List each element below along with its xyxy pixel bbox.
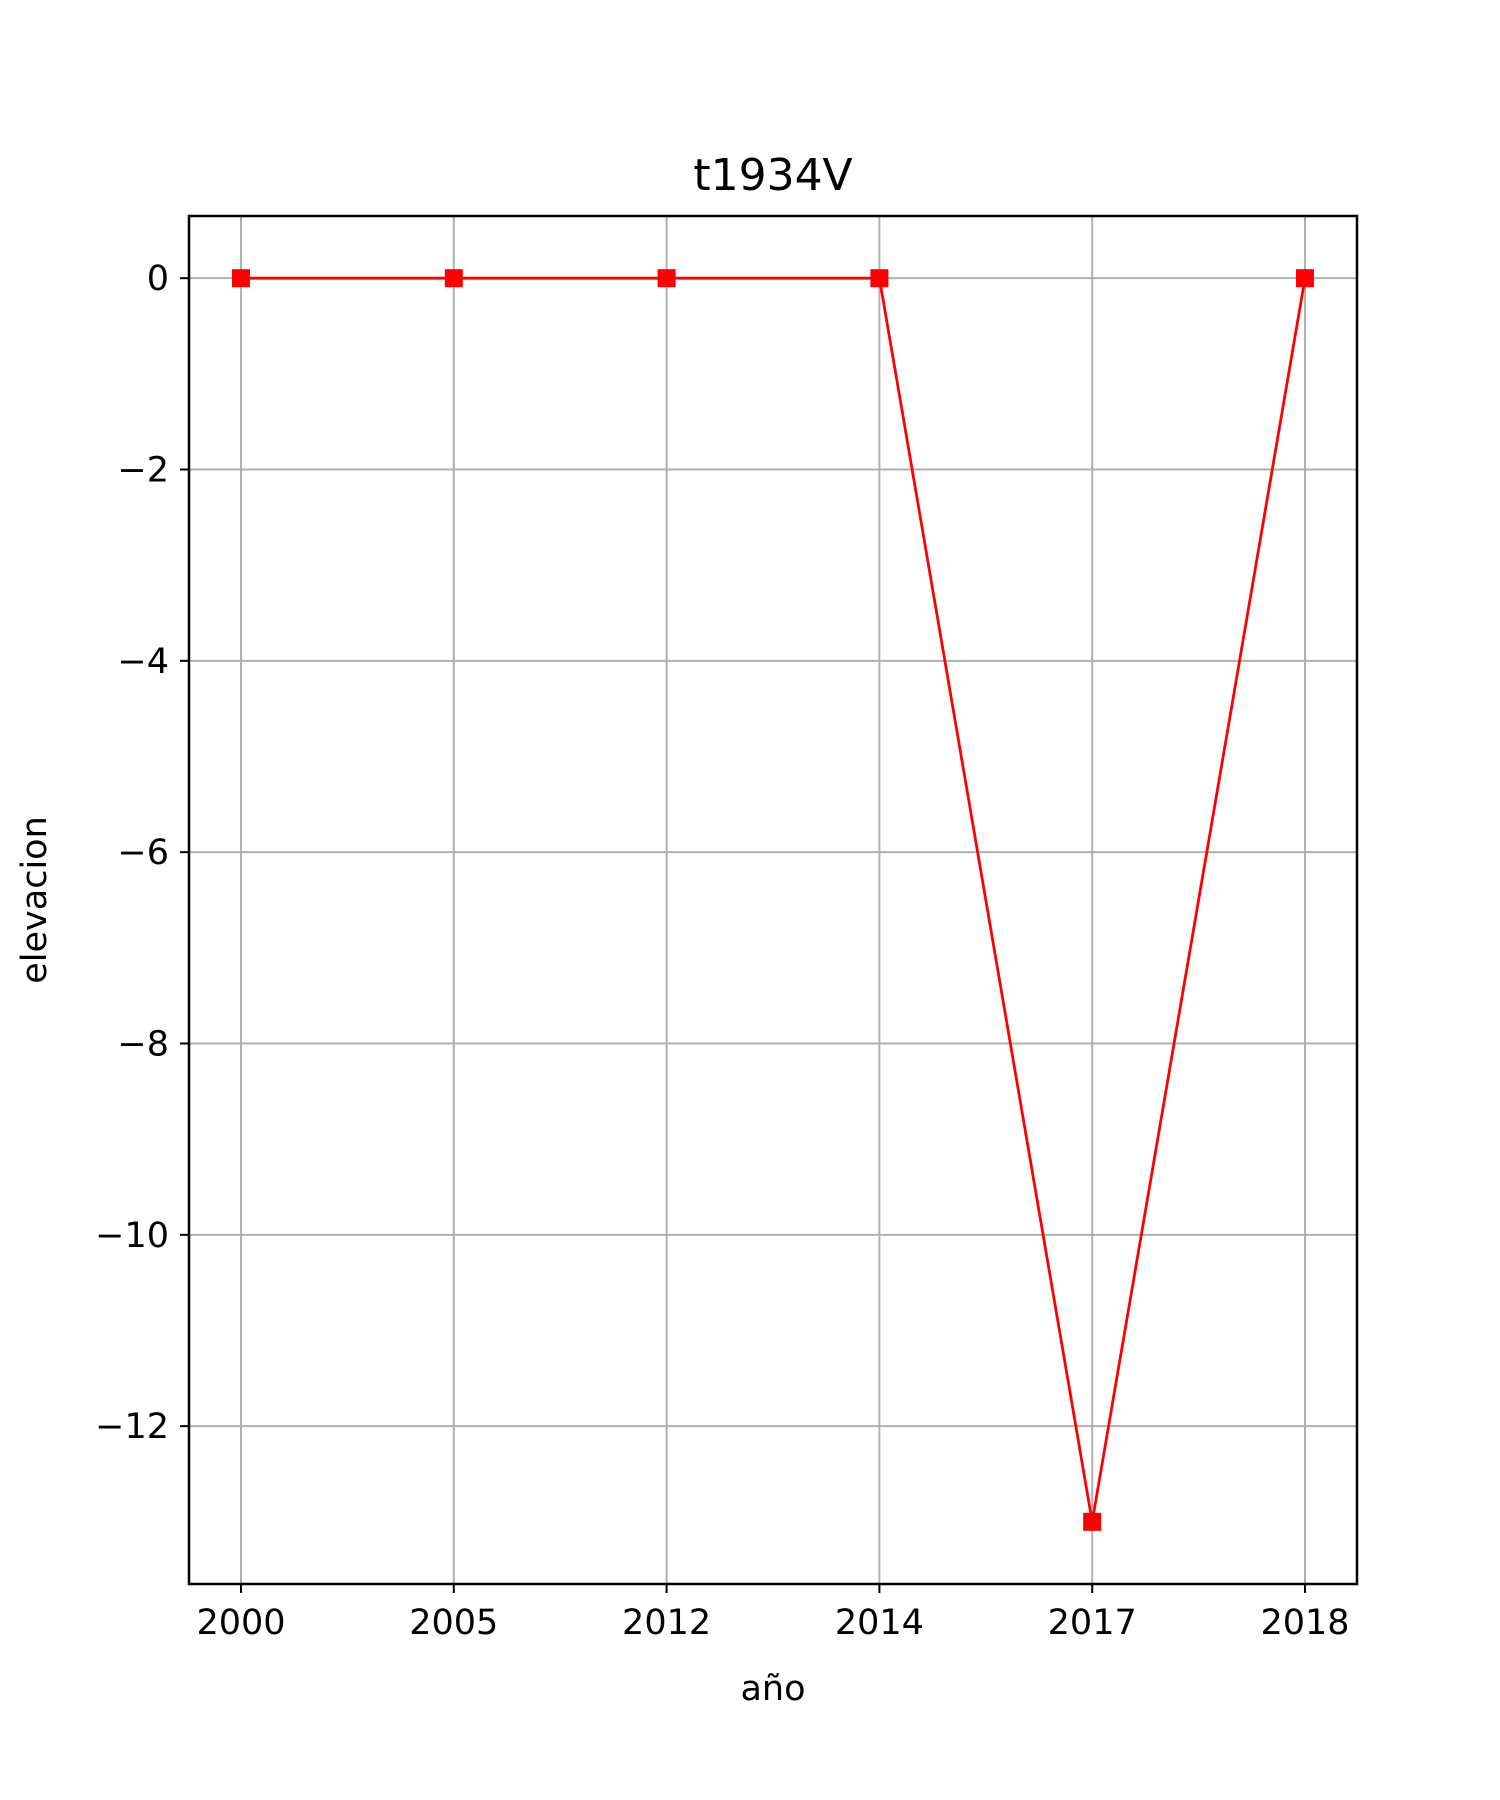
- y-axis-label: elevacion: [15, 816, 55, 984]
- y-tick-label: −12: [95, 1407, 169, 1447]
- data-point-marker: [870, 269, 889, 288]
- x-tick-label: 2018: [1260, 1603, 1349, 1643]
- y-tick-label: −8: [117, 1024, 169, 1064]
- y-tick-label: −2: [117, 451, 169, 491]
- x-tick-label: 2017: [1048, 1603, 1137, 1643]
- x-tick-label: 2005: [409, 1603, 498, 1643]
- data-point-marker: [444, 269, 463, 288]
- data-point-marker: [657, 269, 676, 288]
- x-axis-ticks: 2000 2005 2012 2014 2017 2018: [196, 1584, 1350, 1643]
- y-tick-label: −6: [117, 833, 169, 873]
- y-axis-ticks: 0 −2 −4 −6 −8 −10 −12: [95, 259, 189, 1447]
- series-line: [241, 276, 1307, 1523]
- data-point-marker: [1296, 269, 1314, 288]
- y-tick-label: 0: [147, 259, 169, 299]
- chart-title: t1934V: [693, 150, 852, 201]
- x-tick-label: 2000: [196, 1603, 285, 1643]
- x-tick-label: 2014: [835, 1603, 924, 1643]
- grid: [189, 216, 1357, 1584]
- y-tick-label: −4: [117, 642, 169, 682]
- y-tick-label: −10: [95, 1216, 169, 1256]
- x-tick-label: 2012: [622, 1603, 711, 1643]
- x-axis-label: año: [740, 1669, 805, 1709]
- plot-area-frame: [187, 214, 1359, 1586]
- data-point-marker: [1083, 1512, 1102, 1531]
- data-point-marker: [232, 269, 250, 288]
- series-layer: [232, 269, 1314, 1531]
